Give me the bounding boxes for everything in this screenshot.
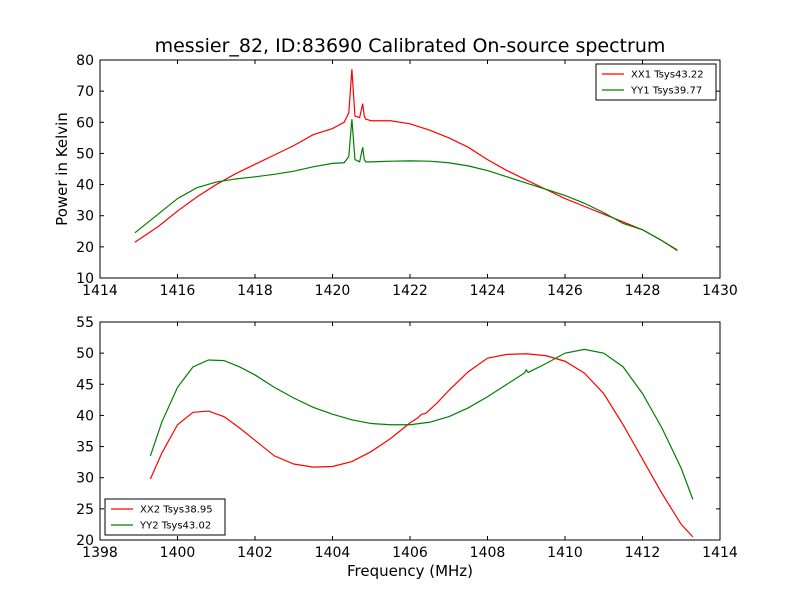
- y-tick-label: 35: [76, 440, 94, 456]
- y-tick-label: 20: [76, 533, 94, 549]
- x-tick-label: 1410: [547, 545, 583, 561]
- legend-entry-label: XX2 Tsys38.95: [140, 505, 213, 516]
- y-tick-label: 55: [76, 315, 94, 331]
- y-tick-label: 30: [76, 471, 94, 487]
- x-tick-label: 1412: [625, 545, 661, 561]
- series-line-red: [149, 353, 694, 538]
- x-tick-label: 1416: [160, 283, 196, 299]
- y-tick-label: 45: [76, 377, 94, 393]
- x-tick-label: 1428: [625, 283, 661, 299]
- y-tick-label: 50: [76, 346, 94, 362]
- y-tick-label: 60: [76, 115, 94, 131]
- y-tick-label: 80: [76, 53, 94, 69]
- x-tick-label: 1426: [547, 283, 583, 299]
- y-tick-label: 40: [76, 408, 94, 424]
- series-line-green: [134, 119, 678, 252]
- x-tick-label: 1430: [702, 283, 738, 299]
- legend-entry-label: YY2 Tsys43.02: [139, 521, 211, 532]
- x-tick-label: 1404: [315, 545, 351, 561]
- x-tick-label: 1424: [470, 283, 506, 299]
- series-line-green: [149, 348, 694, 500]
- x-tick-label: 1402: [237, 545, 273, 561]
- y-tick-label: 30: [76, 209, 94, 225]
- legend-entry-label: YY1 Tsys39.77: [630, 86, 702, 97]
- y-tick-label: 20: [76, 240, 94, 256]
- bottom-spectrum-panel: 1398 1400 1402 1404 1406 1408 1410 1412 1414 20 25…: [76, 315, 738, 580]
- x-tick-label: 1420: [315, 283, 351, 299]
- legend: XX2 Tsys38.95 YY2 Tsys43.02: [104, 498, 226, 536]
- x-tick-label: 1406: [392, 545, 428, 561]
- top-spectrum-panel: 1414 1416 1418 1420 1422 1424 1426 1428 1430 10 20…: [53, 53, 738, 299]
- legend: XX1 Tsys43.22 YY1 Tsys39.77: [595, 63, 717, 101]
- x-tick-label: 1414: [702, 545, 738, 561]
- y-tick-label: 70: [76, 84, 94, 100]
- legend-entry-label: XX1 Tsys43.22: [631, 70, 704, 81]
- x-axis-label: Frequency (MHz): [347, 562, 473, 580]
- x-tick-label: 1408: [470, 545, 506, 561]
- legend-box: [595, 63, 717, 101]
- x-tick-label: 1422: [392, 283, 428, 299]
- series-line-red: [134, 69, 678, 251]
- y-tick-label: 50: [76, 146, 94, 162]
- x-tick-label: 1414: [82, 283, 118, 299]
- legend-box: [104, 498, 226, 536]
- figure-title: messier_82, ID:83690 Calibrated On-sourc…: [155, 35, 666, 57]
- y-tick-label: 40: [76, 178, 94, 194]
- x-tick-label: 1418: [237, 283, 273, 299]
- y-tick-label: 25: [76, 502, 94, 518]
- y-tick-label: 10: [76, 271, 94, 287]
- y-axis-label: Power in Kelvin: [53, 112, 71, 226]
- x-tick-label: 1398: [82, 545, 118, 561]
- x-tick-label: 1400: [160, 545, 196, 561]
